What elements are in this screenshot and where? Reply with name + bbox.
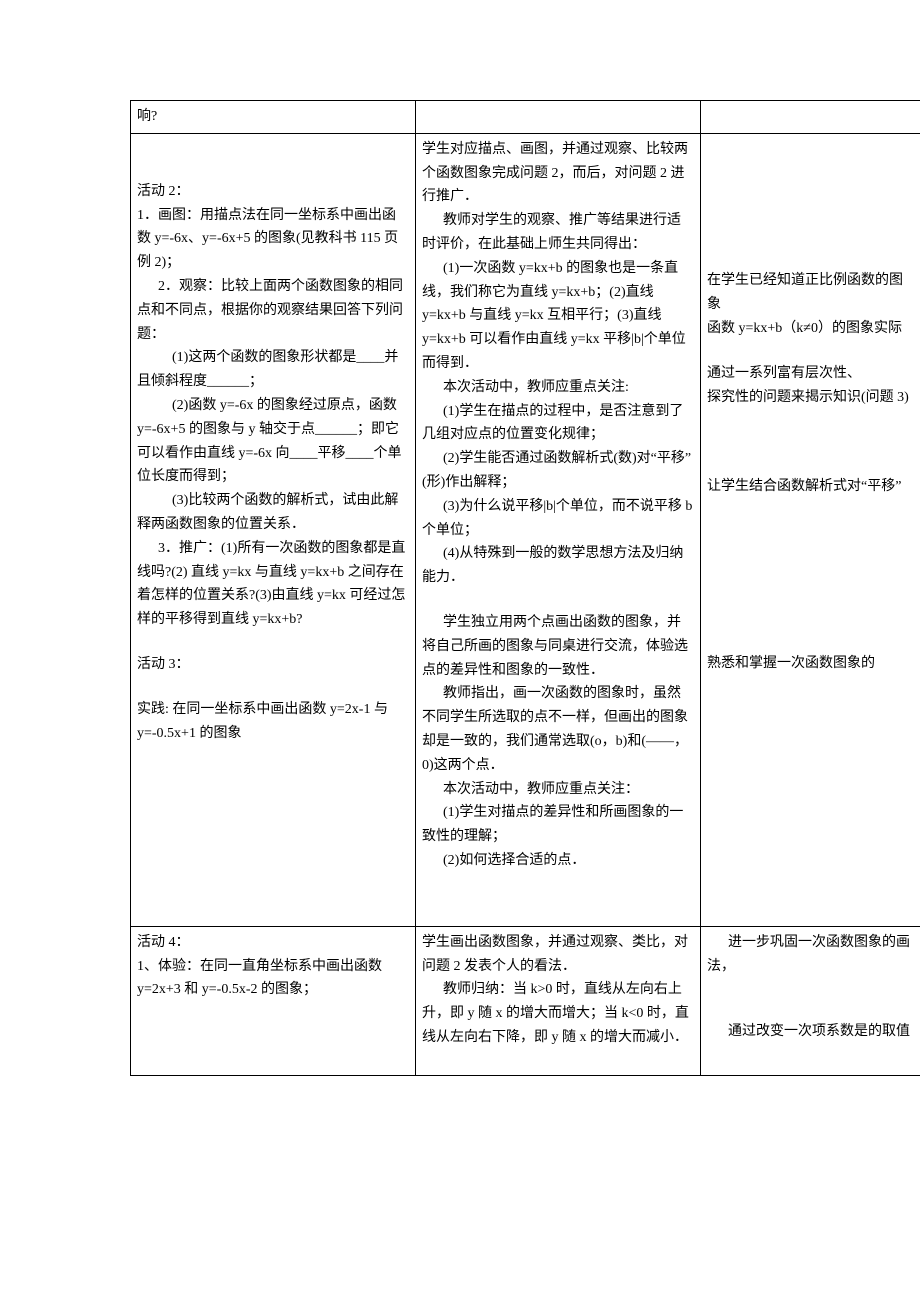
cell-r0-c3	[701, 101, 920, 134]
table-row: 活动 4： 1、体验：在同一直角坐标系中画出函数 y=2x+3 和 y=-0.5…	[131, 926, 920, 1075]
text: (3)为什么说平移|b|个单位，而不说平移 b 个单位；	[422, 495, 694, 543]
text: (2)如何选择合适的点．	[422, 849, 694, 873]
text: (2)学生能否通过函数解析式(数)对“平移” (形)作出解释；	[422, 447, 694, 495]
activity-3-heading: 活动 3：	[137, 653, 409, 677]
text: 本次活动中，教师应重点关注：	[422, 778, 694, 802]
text: 在学生已经知道正比例函数的图象	[707, 269, 914, 317]
text: 实践: 在同一坐标系中画出函数 y=2x-1 与 y=-0.5x+1 的图象	[137, 698, 409, 746]
text: 教师对学生的观察、推广等结果进行适时评价，在此基础上师生共同得出：	[422, 209, 694, 257]
text: (1)学生对描点的差异性和所画图象的一致性的理解；	[422, 801, 694, 849]
text: (1)这两个函数的图象形状都是____并且倾斜程度______；	[137, 346, 409, 394]
text: 3．推广：(1)所有一次函数的图象都是直线吗?(2) 直线 y=kx 与直线 y…	[137, 537, 409, 632]
lesson-plan-table: 响? 活动 2： 1．画图：用描点法在同一坐标系中画出函数 y=-6x、y=-6…	[130, 100, 920, 1076]
text: 本次活动中，教师应重点关注:	[422, 376, 694, 400]
text: 进一步巩固一次函数图象的画法，	[707, 931, 914, 979]
cell-r2-c3: 进一步巩固一次函数图象的画法， 通过改变一次项系数是的取值	[701, 926, 920, 1075]
cell-r1-c3: 在学生已经知道正比例函数的图象 函数 y=kx+b（k≠0）的图象实际 通过一系…	[701, 133, 920, 926]
text: 探究性的问题来揭示知识(问题 3)	[707, 386, 914, 410]
cell-r2-c2: 学生画出函数图象，并通过观察、类比，对问题 2 发表个人的看法． 教师归纳：当 …	[416, 926, 701, 1075]
text: 响?	[137, 105, 409, 129]
text: 学生对应描点、画图，并通过观察、比较两个函数图象完成问题 2，而后，对问题 2 …	[422, 138, 694, 209]
text: 通过一系列富有层次性、	[707, 362, 914, 386]
text: 让学生结合函数解析式对“平移”	[707, 475, 914, 499]
table-row: 活动 2： 1．画图：用描点法在同一坐标系中画出函数 y=-6x、y=-6x+5…	[131, 133, 920, 926]
text: 通过改变一次项系数是的取值	[707, 1020, 914, 1044]
text: (2)函数 y=-6x 的图象经过原点，函数 y=-6x+5 的图象与 y 轴交…	[137, 394, 409, 489]
text: 函数 y=kx+b（k≠0）的图象实际	[707, 317, 914, 341]
cell-r2-c1: 活动 4： 1、体验：在同一直角坐标系中画出函数 y=2x+3 和 y=-0.5…	[131, 926, 416, 1075]
text: (1)一次函数 y=kx+b 的图象也是一条直线，我们称它为直线 y=kx+b；…	[422, 257, 694, 376]
text: 1．画图：用描点法在同一坐标系中画出函数 y=-6x、y=-6x+5 的图象(见…	[137, 204, 409, 275]
text: 学生独立用两个点画出函数的图象，并将自己所画的图象与同桌进行交流，体验选点的差异…	[422, 611, 694, 682]
cell-r1-c2: 学生对应描点、画图，并通过观察、比较两个函数图象完成问题 2，而后，对问题 2 …	[416, 133, 701, 926]
text: 教师归纳：当 k>0 时，直线从左向右上升，即 y 随 x 的增大而增大；当 k…	[422, 978, 694, 1049]
activity-4-heading: 活动 4：	[137, 931, 409, 955]
cell-r0-c2	[416, 101, 701, 134]
text: 熟悉和掌握一次函数图象的	[707, 652, 914, 676]
text: 1、体验：在同一直角坐标系中画出函数 y=2x+3 和 y=-0.5x-2 的图…	[137, 955, 409, 1003]
text: (4)从特殊到一般的数学思想方法及归纳能力．	[422, 542, 694, 590]
text: (1)学生在描点的过程中，是否注意到了几组对应点的位置变化规律；	[422, 400, 694, 448]
cell-r1-c1: 活动 2： 1．画图：用描点法在同一坐标系中画出函数 y=-6x、y=-6x+5…	[131, 133, 416, 926]
activity-2-heading: 活动 2：	[137, 180, 409, 204]
text: 教师指出，画一次函数的图象时，虽然不同学生所选取的点不一样，但画出的图象却是一致…	[422, 682, 694, 777]
text: 学生画出函数图象，并通过观察、类比，对问题 2 发表个人的看法．	[422, 931, 694, 979]
text: (3)比较两个函数的解析式，试由此解释两函数图象的位置关系．	[137, 489, 409, 537]
table-row: 响?	[131, 101, 920, 134]
document-page: 响? 活动 2： 1．画图：用描点法在同一坐标系中画出函数 y=-6x、y=-6…	[0, 0, 920, 1116]
cell-r0-c1: 响?	[131, 101, 416, 134]
text: 2．观察：比较上面两个函数图象的相同点和不同点，根据你的观察结果回答下列问题：	[137, 275, 409, 346]
